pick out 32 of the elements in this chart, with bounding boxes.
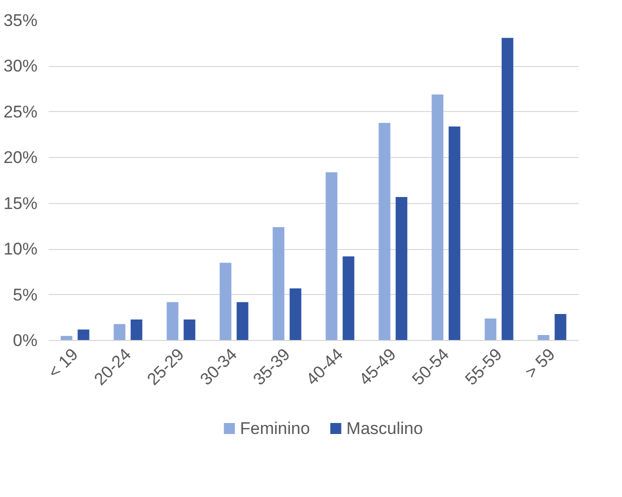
legend-label: Feminino [240, 419, 310, 438]
bar [502, 38, 514, 340]
legend-label: Masculino [346, 419, 423, 438]
bar [484, 318, 496, 340]
y-tick-label: 20% [3, 148, 38, 168]
bar [78, 330, 90, 340]
bar [342, 256, 354, 340]
x-tick-label: < 19 [44, 344, 82, 382]
bar [184, 319, 196, 340]
y-tick-label: 15% [3, 194, 38, 213]
bar [326, 172, 338, 340]
bar [290, 288, 302, 340]
bar [396, 196, 408, 340]
y-tick-label: 5% [12, 285, 38, 304]
y-tick-label: 25% [3, 102, 38, 122]
bar [220, 262, 232, 340]
bar [166, 302, 178, 340]
y-tick-label: 0% [12, 331, 38, 350]
bar [538, 335, 550, 340]
y-tick-label: 35% [3, 11, 38, 30]
x-tick-label: > 59 [522, 344, 559, 382]
bar [60, 336, 72, 340]
bar [432, 94, 444, 340]
bar [236, 302, 248, 340]
y-tick-label: 10% [3, 240, 38, 259]
bar [554, 314, 566, 340]
bar [378, 122, 390, 340]
bar [130, 319, 142, 340]
bar [114, 324, 126, 340]
bar [448, 126, 460, 340]
bar [272, 227, 284, 340]
y-tick-label: 30% [3, 56, 38, 76]
